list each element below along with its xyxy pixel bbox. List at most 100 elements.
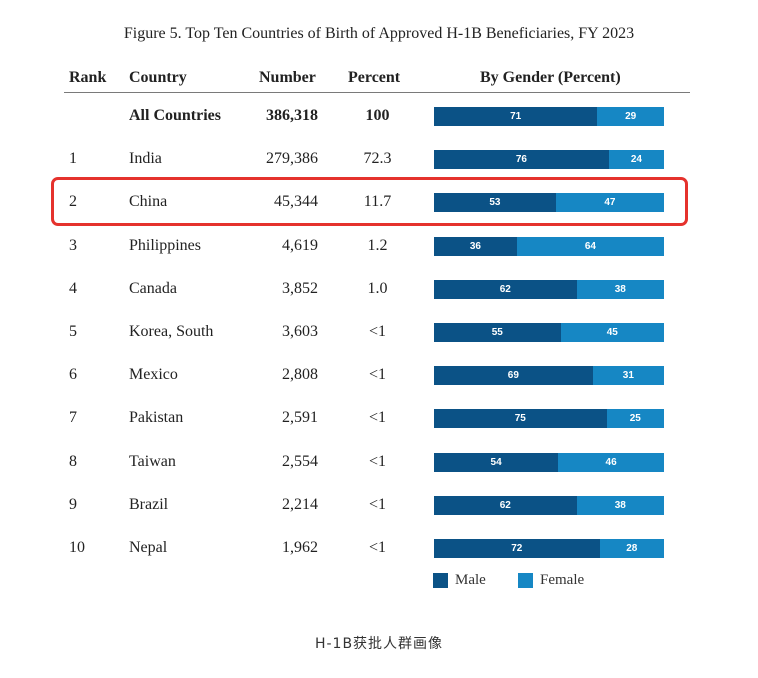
male-segment: 62 <box>434 495 577 515</box>
male-segment: 54 <box>434 452 559 472</box>
number-cell: 2,214 <box>282 495 318 513</box>
percent-cell: <1 <box>368 366 387 384</box>
image-caption: H-1B获批人群画像 <box>314 636 444 652</box>
male-segment: 55 <box>434 323 561 342</box>
table-row: 9 Brazil 2,214 <1 62 38 <box>0 485 758 525</box>
percent-cell: 11.7 <box>363 193 392 211</box>
percent-cell: <1 <box>368 495 387 513</box>
table-row: 8 Taiwan 2,554 <1 54 46 <box>0 442 758 482</box>
female-segment: 24 <box>608 150 664 170</box>
percent-cell: 100 <box>365 107 390 124</box>
table-row: 3 Philippines 4,619 1.2 36 64 <box>0 226 758 266</box>
table-row: 1 India 279,386 72.3 76 24 <box>0 139 758 179</box>
header-rank: Rank <box>69 69 107 86</box>
country-cell: Brazil <box>129 495 169 513</box>
male-segment: 75 <box>434 409 607 429</box>
male-segment: 36 <box>434 236 517 256</box>
rank-cell: 3 <box>69 236 77 254</box>
number-cell: 4,619 <box>282 236 318 254</box>
male-segment: 71 <box>434 107 598 126</box>
rank-cell: 6 <box>69 366 77 384</box>
male-segment: 76 <box>434 150 609 170</box>
male-segment: 69 <box>434 366 593 386</box>
female-segment: 47 <box>555 193 664 213</box>
number-cell: 45,344 <box>274 193 318 211</box>
figure-title: Figure 5. Top Ten Countries of Birth of … <box>123 25 635 42</box>
number-cell: 2,554 <box>282 452 318 470</box>
gender-bar: 62 38 <box>434 495 664 515</box>
country-cell: Nepal <box>129 539 168 556</box>
rank-cell: 9 <box>69 495 77 513</box>
gender-bar: 72 28 <box>434 539 664 558</box>
percent-cell: 72.3 <box>363 150 392 168</box>
legend-female-label: Female <box>540 572 585 588</box>
country-cell: Philippines <box>129 236 202 254</box>
country-cell: All Countries <box>129 107 221 124</box>
female-segment: 31 <box>592 366 664 386</box>
female-segment: 29 <box>597 107 664 126</box>
header-number: Number <box>259 69 316 86</box>
female-segment: 46 <box>558 452 664 472</box>
legend-male-swatch <box>433 573 448 588</box>
country-cell: Taiwan <box>129 452 176 470</box>
female-segment: 38 <box>576 495 664 515</box>
gender-bar: 75 25 <box>434 409 664 429</box>
percent-cell: 1.2 <box>367 236 388 254</box>
rank-cell: 10 <box>69 539 85 556</box>
male-segment: 72 <box>434 539 600 558</box>
table-row: 5 Korea, South 3,603 <1 55 45 <box>0 312 758 352</box>
country-cell: Mexico <box>129 366 178 384</box>
female-segment: 64 <box>516 236 664 256</box>
gender-bar: 54 46 <box>434 452 664 472</box>
header-country: Country <box>129 69 187 86</box>
percent-cell: 1.0 <box>367 279 388 297</box>
percent-cell: <1 <box>368 539 387 556</box>
table-row: 2 China 45,344 11.7 53 47 <box>0 182 758 222</box>
rank-cell: 5 <box>69 323 77 340</box>
number-cell: 2,808 <box>282 366 318 384</box>
country-cell: India <box>129 150 162 168</box>
table-row: 7 Pakistan 2,591 <1 75 25 <box>0 398 758 438</box>
table-row: 10 Nepal 1,962 <1 72 28 <box>0 528 758 568</box>
country-cell: China <box>129 193 168 211</box>
number-cell: 2,591 <box>282 409 318 427</box>
gender-bar: 76 24 <box>434 150 664 170</box>
percent-cell: <1 <box>368 323 387 340</box>
gender-bar: 55 45 <box>434 323 664 342</box>
china-highlight-box <box>51 177 688 226</box>
legend-male-label: Male <box>455 572 486 588</box>
percent-cell: <1 <box>368 452 387 470</box>
rank-cell: 7 <box>69 409 77 427</box>
number-cell: 386,318 <box>266 107 318 124</box>
rank-cell: 1 <box>69 150 77 168</box>
male-segment: 53 <box>434 193 556 213</box>
female-segment: 25 <box>606 409 664 429</box>
gender-bar: 71 29 <box>434 107 664 126</box>
gender-bar: 36 64 <box>434 236 664 256</box>
country-cell: Canada <box>129 279 177 297</box>
female-segment: 28 <box>599 539 664 558</box>
number-cell: 3,603 <box>282 323 318 340</box>
gender-bar: 69 31 <box>434 366 664 386</box>
rank-cell: 4 <box>69 279 77 297</box>
male-segment: 62 <box>434 279 577 299</box>
number-cell: 1,962 <box>282 539 318 556</box>
number-cell: 279,386 <box>266 150 318 168</box>
legend-female-swatch <box>518 573 533 588</box>
female-segment: 38 <box>576 279 664 299</box>
rank-cell: 8 <box>69 452 77 470</box>
rank-cell: 2 <box>69 193 77 211</box>
percent-cell: <1 <box>368 409 387 427</box>
header-rule <box>64 92 690 93</box>
gender-bar: 53 47 <box>434 193 664 213</box>
country-cell: Pakistan <box>129 409 184 427</box>
country-cell: Korea, South <box>129 323 214 340</box>
gender-bar: 62 38 <box>434 279 664 299</box>
number-cell: 3,852 <box>282 279 318 297</box>
header-by-gender: By Gender (Percent) <box>480 69 621 86</box>
header-percent: Percent <box>348 69 401 86</box>
table-row: 4 Canada 3,852 1.0 62 38 <box>0 269 758 309</box>
female-segment: 45 <box>560 323 664 342</box>
table-row: 6 Mexico 2,808 <1 69 31 <box>0 355 758 395</box>
